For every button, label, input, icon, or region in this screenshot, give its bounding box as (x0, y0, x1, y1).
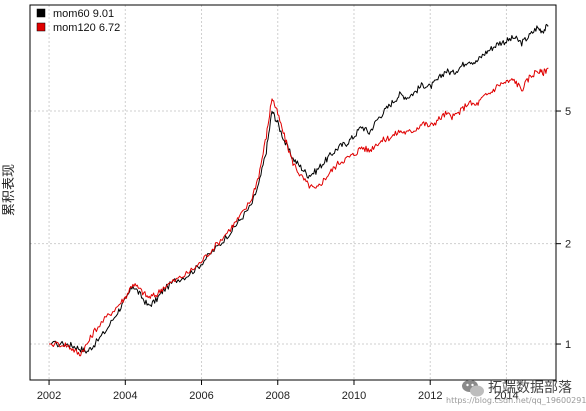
x-tick-label: 2004 (113, 390, 137, 402)
legend: mom60 9.01 mom120 6.72 (36, 8, 120, 34)
watermark-url: https://blog.csdn.net/qq_19600291 (446, 396, 586, 405)
series-group (49, 23, 549, 357)
grid (30, 5, 556, 380)
watermark-brand: 拓端数据部落 (488, 380, 572, 396)
x-tick-label: 2010 (342, 390, 366, 402)
legend-swatch (36, 22, 46, 32)
legend-label: mom60 9.01 (53, 8, 114, 20)
x-tick-label: 2012 (418, 390, 442, 402)
y-tick-label: 2 (565, 239, 571, 251)
legend-swatch (36, 8, 46, 18)
x-tick-label: 2014 (494, 390, 518, 402)
y-axis: 1 2 5 (556, 106, 571, 351)
series-line-mom60 (49, 23, 549, 354)
legend-label: mom120 6.72 (53, 22, 120, 34)
x-axis: 2002 2004 2006 2008 2010 2012 2014 (37, 380, 519, 402)
y-tick-label: 5 (565, 106, 571, 118)
x-tick-label: 2008 (266, 390, 290, 402)
wechat-icon (462, 380, 484, 397)
x-tick-label: 2006 (189, 390, 213, 402)
x-tick-label: 2002 (37, 390, 61, 402)
plot-border (29, 4, 557, 381)
watermark: 拓端数据部落 https://blog.csdn.net/qq_19600291 (446, 380, 586, 405)
y-axis-label: 累积表现 (2, 164, 17, 216)
series-line-mom120 (49, 67, 549, 357)
y-tick-label: 1 (565, 339, 571, 351)
